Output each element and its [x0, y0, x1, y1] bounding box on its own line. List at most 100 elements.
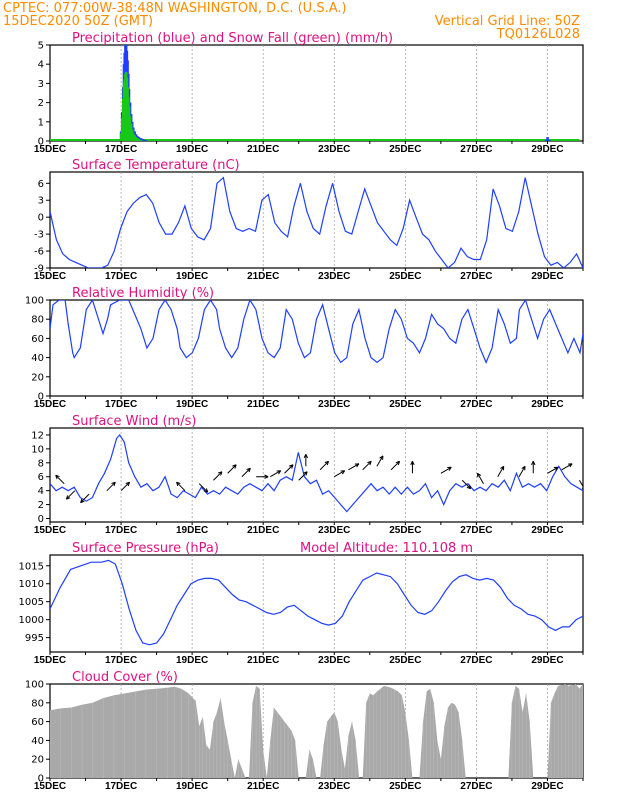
x-tick-label: 15DEC	[34, 399, 66, 410]
y-tick-label: 995	[25, 633, 44, 644]
x-tick-label: 23DEC	[318, 144, 350, 155]
series-line	[50, 176, 583, 268]
wind-arrow	[334, 470, 346, 478]
model-header: TQ0126L028	[496, 27, 580, 42]
wind-arrow	[579, 479, 583, 490]
x-tick-label: 19DEC	[176, 399, 208, 410]
plot-area	[50, 176, 583, 268]
x-tick-label: 27DEC	[460, 655, 492, 666]
x-tick-label: 25DEC	[389, 144, 421, 155]
x-tick-label: 15DEC	[34, 781, 66, 792]
wind-arrow	[80, 493, 90, 504]
x-tick-label: 21DEC	[247, 525, 279, 536]
x-tick-label: 19DEC	[176, 781, 208, 792]
plot-frame	[49, 554, 584, 653]
y-tick-label: 4	[38, 60, 44, 71]
panel-title: Relative Humidity (%)	[72, 286, 214, 301]
x-tick-label: 21DEC	[247, 144, 279, 155]
y-tick-label: 20	[31, 755, 44, 766]
plot-area	[50, 684, 583, 778]
x-tick-label: 15DEC	[34, 144, 66, 155]
panel-title: Cloud Cover (%)	[72, 670, 178, 685]
wind-arrow	[376, 455, 384, 467]
wind-arrow	[284, 464, 294, 474]
wind-arrow	[256, 474, 269, 479]
snow-bar	[131, 133, 135, 141]
x-tick-label: 23DEC	[318, 399, 350, 410]
snow-bar	[134, 137, 138, 141]
x-tick-label: 15DEC	[34, 525, 66, 536]
precip-bar	[548, 140, 551, 141]
series-line	[50, 434, 583, 513]
wind-arrow	[106, 481, 116, 492]
x-tick-label: 17DEC	[105, 781, 137, 792]
wind-arrow	[348, 463, 360, 471]
wind-arrow	[227, 464, 237, 474]
y-tick-label: 80	[31, 315, 44, 326]
x-tick-label: 23DEC	[318, 655, 350, 666]
y-tick-label: 3	[38, 79, 44, 90]
y-tick-label: 0	[38, 213, 44, 224]
panel-3: 0 20 40 60 80 100 15DEC 17DEC 19DEC 21DEC 23DEC 25D…	[25, 286, 584, 410]
panel-6: 0 20 40 60 80 100 15DEC 17DEC 19DEC 21DEC 23DEC 25D…	[25, 670, 584, 792]
wind-arrow	[298, 471, 308, 481]
plot-area	[50, 559, 583, 646]
wind-arrow	[390, 460, 401, 471]
wind-arrow	[241, 467, 251, 478]
y-tick-label: 40	[31, 736, 44, 747]
y-tick-label: 1015	[19, 561, 44, 572]
x-tick-label: 15DEC	[34, 271, 66, 282]
wind-arrow	[120, 481, 131, 492]
snow-bar	[137, 139, 141, 141]
x-tick-label: 27DEC	[460, 144, 492, 155]
wind-arrow	[213, 471, 223, 481]
y-tick-label: 60	[31, 717, 44, 728]
x-tick-label: 15DEC	[34, 655, 66, 666]
snow-bar	[133, 135, 136, 141]
wind-arrow	[497, 465, 505, 477]
x-tick-label: 23DEC	[318, 271, 350, 282]
panel-subtitle: Model Altitude: 110.108 m	[300, 541, 473, 556]
x-tick-label: 29DEC	[531, 655, 563, 666]
location-header: CPTEC: 077:00W-38:48N WASHINGTON, D.C. (…	[3, 1, 347, 16]
y-tick-label: -3	[34, 230, 44, 241]
y-tick-label: 80	[31, 698, 44, 709]
panel-title: Surface Temperature (nC)	[72, 158, 240, 173]
x-tick-label: 27DEC	[460, 271, 492, 282]
wind-arrow	[65, 490, 76, 500]
x-tick-label: 29DEC	[531, 144, 563, 155]
panel-1: 0 1 2 3 4 5 15DEC 17DEC 19DEC 21DEC 23DEC 25DEC 27DE…	[34, 31, 584, 155]
y-tick-label: 12	[31, 430, 44, 441]
x-tick-label: 25DEC	[389, 271, 421, 282]
panel-5: 995 1000 1005 1010 1015 15DEC 17DEC 19DEC 21DEC 2…	[19, 541, 584, 666]
panel-title: Surface Wind (m/s)	[72, 414, 196, 429]
x-tick-label: 25DEC	[389, 781, 421, 792]
y-tick-label: 4	[38, 486, 44, 497]
y-tick-label: 60	[31, 334, 44, 345]
y-tick-label: 1000	[19, 615, 44, 626]
wind-arrow	[55, 474, 65, 485]
x-tick-label: 17DEC	[105, 525, 137, 536]
x-tick-label: 21DEC	[247, 655, 279, 666]
x-tick-label: 25DEC	[389, 525, 421, 536]
wind-arrow	[270, 470, 282, 478]
grid-line-header: Vertical Grid Line: 50Z	[435, 14, 580, 29]
wind-arrow	[440, 466, 452, 474]
panel-title: Surface Pressure (hPa)	[72, 541, 219, 556]
y-tick-label: 1005	[19, 597, 44, 608]
precip-bar	[141, 139, 145, 141]
plot-frame	[49, 299, 584, 397]
x-tick-label: 29DEC	[531, 781, 563, 792]
x-tick-label: 27DEC	[460, 399, 492, 410]
wind-arrow	[410, 461, 415, 474]
y-tick-label: 2	[38, 98, 44, 109]
wind-arrow	[176, 481, 186, 492]
cloud-cover-area	[50, 684, 583, 778]
y-tick-label: 6	[38, 472, 44, 483]
x-tick-label: 17DEC	[105, 271, 137, 282]
x-tick-label: 17DEC	[105, 399, 137, 410]
panel-4: 0 2 4 6 8 10 12 15DEC 17DEC 19DEC 21DEC 23DEC 25DEC 2…	[31, 414, 584, 536]
y-tick-label: 10	[31, 444, 44, 455]
wind-arrow	[362, 460, 372, 471]
precip-bar	[144, 140, 148, 141]
